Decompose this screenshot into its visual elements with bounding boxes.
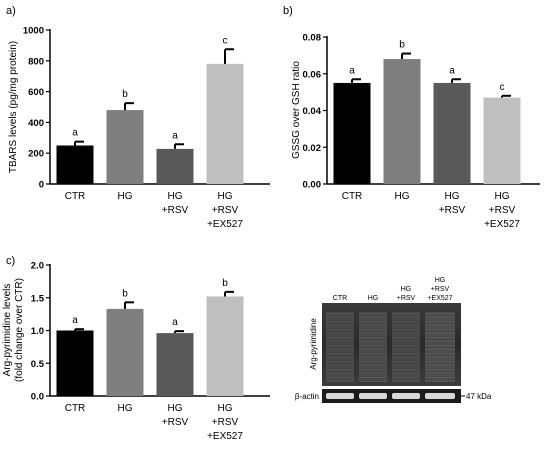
x-tick-label: HG [118,191,133,202]
significance-letter: a [172,130,178,141]
y-tick-label: 2.0 [31,261,44,272]
x-tick-label: +RSV [162,205,189,216]
y-tick-label: 1000 [23,26,44,37]
charts-layer: a) 0 200 400 600 800 1000 TBARS levels (pg/mg p… [2,5,540,442]
significance-letter: a [72,128,78,139]
significance-letter: c [223,35,228,46]
blot-lane-label: HG [368,295,379,302]
chart-panel-3: c) 0.0 0.5 1.0 1.5 2.0 Arg-pyrimidine levels (f… [2,255,270,442]
significance-letter: b [222,278,228,289]
blot-side-label: Arg-pyrimidine [309,318,318,370]
x-tick-label: +EX527 [207,431,243,442]
y-axis-title: TBARS levels (pg/mg protein) [8,41,19,173]
kda-label: 47 kDa [466,392,492,401]
chart-panel-2: b) 0.00 0.02 0.04 0.06 0.08 GSSG over GSH rati… [283,5,540,230]
y-axis-title: Arg-pyrimidine levels [2,284,13,377]
bar-4 [206,296,244,396]
x-tick-label: HG [445,191,460,202]
bar-4 [206,63,244,184]
y-tick-label: 0.0 [31,392,44,403]
blot-lane-label: +EX527 [427,295,452,302]
blot-lane-4 [425,312,455,382]
y-tick-label: 400 [28,118,44,129]
y-tick-label: 1.5 [31,293,45,304]
y-tick-label: 0.00 [303,180,322,191]
bar-4 [483,97,521,184]
y-tick-label: 600 [28,87,44,98]
bar-2 [383,59,421,184]
blot-lane-3 [392,312,420,382]
significance-letter: a [72,315,78,326]
blot-lane-1 [326,312,354,382]
significance-letter: a [449,65,455,76]
y-tick-label: 200 [28,149,44,160]
x-tick-label: HG [395,191,410,202]
actin-label: β-actin [295,392,319,401]
x-tick-label: +RSV [212,205,239,216]
x-tick-label: +RSV [439,205,466,216]
panel-label: a) [6,5,16,17]
y-tick-label: 0.02 [303,143,322,154]
blot-lane-2 [359,312,387,382]
blot-lane-label: CTR [333,295,347,302]
blot-lane-label: HG [435,277,446,284]
y-axis-title: (fold change over CTR) [14,278,25,382]
significance-letter: a [349,65,355,76]
x-tick-label: +RSV [489,205,516,216]
bar-3 [156,148,194,184]
x-tick-label: HG [168,403,183,414]
y-tick-label: 1.0 [31,326,44,337]
x-tick-label: CTR [342,191,363,202]
significance-letter: b [399,40,405,51]
bar-3 [156,333,194,396]
y-tick-label: 800 [28,56,44,67]
actin-band-4 [425,393,455,399]
significance-letter: a [172,317,178,328]
bar-2 [106,308,144,396]
significance-letter: b [122,89,128,100]
blot-lane-label: HG [401,286,412,293]
bar-1 [333,82,371,184]
panel-label: b) [283,5,293,17]
panel-label: c) [6,255,15,267]
actin-strip [322,389,461,403]
actin-band-2 [359,393,387,399]
x-tick-label: CTR [65,403,86,414]
x-tick-label: +RSV [162,417,189,428]
blot-lane-label: +RSV [397,295,416,302]
bar-1 [56,145,94,184]
bar-2 [106,110,144,184]
bar-1 [56,330,94,396]
y-axis-title: GSSG over GSH ratio [291,61,302,159]
actin-band-3 [392,393,420,399]
y-tick-label: 0 [39,180,44,191]
x-tick-label: HG [218,191,233,202]
significance-letter: c [500,82,505,93]
y-tick-label: 0.04 [303,106,322,117]
chart-panel-1: a) 0 200 400 600 800 1000 TBARS levels (pg/mg p… [6,5,270,230]
x-tick-label: +EX527 [207,219,243,230]
significance-letter: b [122,288,128,299]
x-tick-label: +EX527 [484,219,520,230]
y-tick-label: 0.06 [303,69,322,80]
x-tick-label: HG [118,403,133,414]
x-tick-label: HG [495,191,510,202]
x-tick-label: HG [218,403,233,414]
x-tick-label: HG [168,191,183,202]
western-blot: Arg-pyrimidine β-actin 47 kDa CTR HG HG +RS… [295,277,492,403]
bar-3 [433,82,471,184]
x-tick-label: +RSV [212,417,239,428]
x-tick-label: CTR [65,191,86,202]
y-tick-label: 0.08 [303,33,322,44]
y-tick-label: 0.5 [31,359,45,370]
blot-lane-label: +RSV [431,286,450,293]
actin-band-1 [326,393,354,399]
